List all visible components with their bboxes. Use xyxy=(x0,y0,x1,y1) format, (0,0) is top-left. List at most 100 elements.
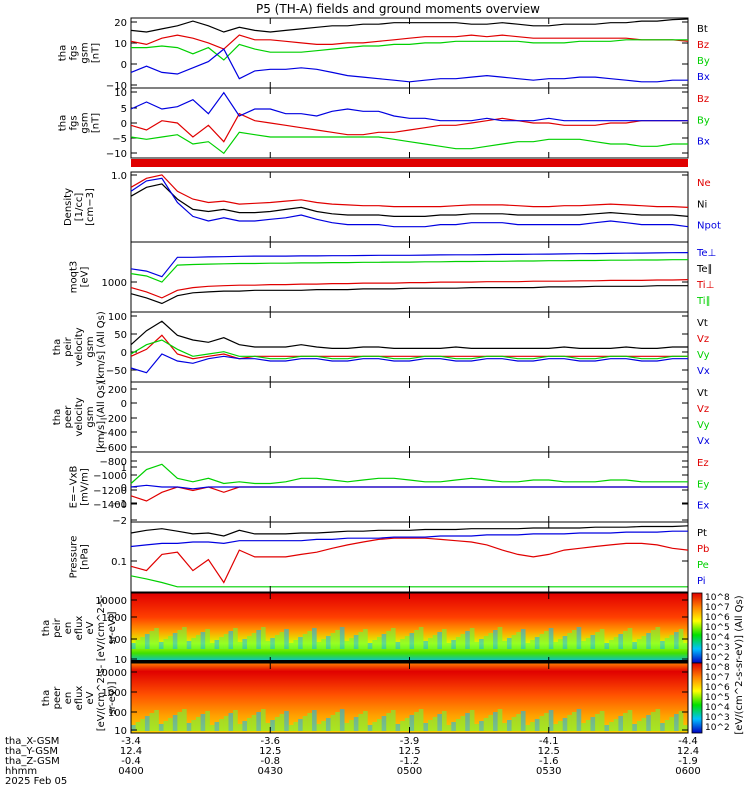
y-tick-label: 10 xyxy=(114,655,127,666)
series-Bz xyxy=(130,34,689,50)
spectrogram-speckle xyxy=(168,718,173,731)
spectrogram-speckle xyxy=(335,630,340,649)
legend-entry: Ex xyxy=(697,501,709,512)
spectrogram-speckle xyxy=(247,636,252,649)
spectrogram-speckle xyxy=(558,639,563,649)
spectrogram-speckle xyxy=(302,716,308,731)
spectrogram-speckle xyxy=(400,639,405,649)
time-axis-row-name: tha_X-GSM xyxy=(5,736,59,747)
spectrogram-speckle xyxy=(567,633,572,649)
y-tick-label: 1000 xyxy=(102,688,127,699)
spectrogram-speckle xyxy=(562,636,568,649)
spectrogram-speckle xyxy=(497,627,503,649)
spectrogram-speckle xyxy=(228,713,234,731)
series-By xyxy=(130,131,688,155)
panel-frame xyxy=(130,311,689,383)
spectrogram-speckle xyxy=(409,715,415,731)
spectrogram-speckle xyxy=(274,717,280,731)
spectrogram-speckle xyxy=(683,725,688,731)
spectrogram-speckle xyxy=(182,709,187,731)
spectrogram-speckle xyxy=(660,641,665,649)
spectrogram-speckle xyxy=(233,710,238,731)
y-axis-label: sr-eV)] xyxy=(107,681,118,714)
spectrogram-speckle xyxy=(664,720,670,731)
spectrogram-speckle xyxy=(293,722,299,731)
colorbar-tick: 10^8 xyxy=(705,593,730,603)
spectrogram-speckle xyxy=(613,719,619,731)
time-axis-value: 12.5 xyxy=(398,746,420,757)
spectrogram-speckle xyxy=(395,724,401,731)
y-axis-label: gsm xyxy=(80,112,91,133)
spectrogram-speckle xyxy=(404,718,410,731)
panel-frame xyxy=(130,87,689,159)
spectrogram-speckle xyxy=(520,629,526,649)
y-tick-label: 0 xyxy=(121,60,127,71)
spectrogram-speckle xyxy=(288,643,294,649)
spectrogram-speckle xyxy=(441,629,447,649)
spectrogram-speckle xyxy=(623,631,628,649)
spectrogram-speckle xyxy=(623,713,628,731)
spectrogram-speckle xyxy=(335,712,340,731)
series-Pi xyxy=(130,530,688,548)
y-tick-label: 10 xyxy=(114,39,127,50)
legend-entry: Ne xyxy=(697,178,711,189)
legend-entry: Vy xyxy=(697,350,710,361)
spectrogram-speckle xyxy=(177,712,183,731)
time-axis-value: 0400 xyxy=(118,766,143,777)
colorbar-tick: 10^6 xyxy=(705,683,730,693)
panel-2: 10 5 0 −5 −10 tha fgs gsm [nT] Bz By Bx xyxy=(58,87,710,160)
spectrogram-speckle xyxy=(298,719,303,731)
spectrogram-speckle xyxy=(140,719,145,731)
spectrogram-speckle xyxy=(358,632,364,649)
spectrogram-speckle xyxy=(135,640,141,649)
y-axis-label: Density xyxy=(63,188,74,226)
spectrogram-speckle xyxy=(636,721,642,731)
spectrogram-speckle xyxy=(381,634,387,649)
spectrogram-speckle xyxy=(363,629,368,649)
y-tick-label: 10 xyxy=(114,726,127,737)
spectrogram-speckle xyxy=(502,723,507,731)
spectrogram-speckle xyxy=(455,637,461,649)
y-axis-label: Pressure xyxy=(69,536,80,579)
time-axis-value: -0.8 xyxy=(260,756,280,767)
legend-entry: Ni xyxy=(697,199,707,210)
y-tick-label: 20 xyxy=(114,18,127,29)
series-Ni xyxy=(130,183,689,217)
colorbar-tick: 10^5 xyxy=(705,693,730,703)
spectrogram-speckle xyxy=(604,643,610,649)
y-tick-label: 5 xyxy=(121,104,127,115)
series-Vx xyxy=(130,353,688,374)
spectrogram-speckle xyxy=(576,709,582,731)
spectrogram-speckle xyxy=(390,628,396,649)
spectrogram-speckle xyxy=(539,716,545,731)
spectrogram-speckle xyxy=(149,713,155,731)
y-tick-label: 50 xyxy=(114,330,127,341)
spectrogram-speckle xyxy=(242,639,248,649)
spectrogram-speckle xyxy=(460,716,466,731)
spectrogram-speckle xyxy=(195,717,201,731)
spectrogram-speckle xyxy=(330,715,336,731)
spectrogram-speckle xyxy=(418,627,424,649)
spectrogram-speckle xyxy=(613,637,619,649)
series-Ti∥ xyxy=(130,259,688,283)
spectrogram-speckle xyxy=(474,642,480,649)
spectrogram-speckle xyxy=(404,636,410,649)
y-tick-label: −50 xyxy=(106,366,127,377)
spectrogram-speckle xyxy=(377,637,382,649)
y-axis-label: moqt3 xyxy=(69,261,80,294)
colorbar-tick: 10^3 xyxy=(705,713,730,723)
spectrogram-speckle xyxy=(497,709,503,731)
spectrogram-speckle xyxy=(418,709,424,731)
spectrogram-speckle xyxy=(409,633,415,649)
y-axis-label: E=−VxB xyxy=(69,466,80,509)
legend-entry: Vz xyxy=(697,334,709,345)
colorbar-tick: 10^2 xyxy=(705,723,730,733)
spectrogram-speckle xyxy=(558,721,563,731)
spectrogram-speckle xyxy=(270,638,275,649)
y-tick-label: 100 xyxy=(108,708,127,719)
spectrogram-speckle xyxy=(465,713,470,731)
spectrogram-speckle xyxy=(307,713,313,731)
y-axis-label: tha xyxy=(58,45,69,61)
spectrogram-speckle xyxy=(414,630,419,649)
spectrogram-speckle xyxy=(618,634,624,649)
